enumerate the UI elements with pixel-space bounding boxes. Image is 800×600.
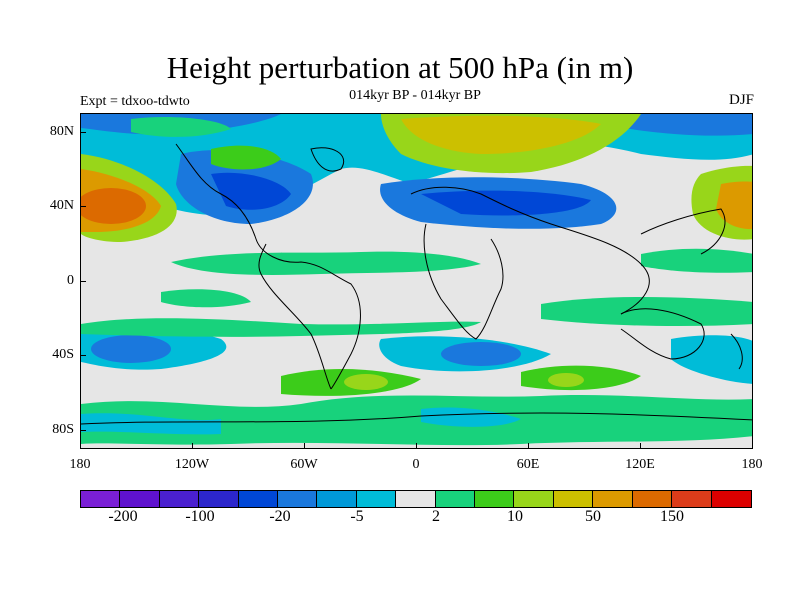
tropical-positive-band [171,251,481,275]
lat-tick [80,355,86,356]
arctic-atlantic-positive-core [401,115,601,154]
colorbar-swatch [475,491,515,507]
lon-tick [528,443,529,449]
colorbar [80,490,752,508]
south-atlantic-negative-core [441,342,521,366]
lon-tick [752,443,753,449]
lat-tick [80,132,86,133]
tasman-negative [671,335,752,384]
colorbar-swatch [81,491,121,507]
map-panel [80,113,753,449]
colorbar-swatch [120,491,160,507]
antarctic-negative-west [81,413,221,435]
lon-label-120w: 120W [174,457,210,472]
experiment-label: Expt = tdxoo-tdwto [80,94,190,109]
colorbar-label: 2 [432,508,440,525]
colorbar-label: -5 [350,508,364,525]
colorbar-label: 10 [507,508,523,525]
south-atlantic-core [344,374,388,390]
southern-ocean-positive-band [81,395,752,446]
map-title: Height perturbation at 500 hPa (in m) [166,50,634,85]
coastlines [81,143,752,425]
lon-tick [304,443,305,449]
lon-tick [640,443,641,449]
lon-label-0: 0 [412,457,420,472]
eurasia-low-core [421,190,591,216]
lon-label-180w: 180 [69,457,91,472]
colorbar-swatch [514,491,554,507]
colorbar-swatch [672,491,712,507]
lon-tick [416,443,417,449]
colorbar-swatch [632,491,673,507]
colorbar-label: 150 [660,508,684,525]
lon-label-60w: 60W [290,457,318,472]
colorbar-swatch [278,491,318,507]
east-pacific-positive [161,289,251,308]
south-indian-core [548,373,584,387]
map-subtitle: 014kyr BP - 014kyr BP [349,88,481,103]
west-pacific-tropical-positive [641,248,752,273]
arctic-canada-positive [131,117,231,137]
arctic-siberia-negative [601,114,752,136]
lat-label-80s: 80S [52,422,74,437]
colorbar-swatch [553,491,594,507]
south-pacific-negative-core [91,335,171,363]
colorbar-swatch [435,491,476,507]
lat-tick [80,206,86,207]
colorbar-swatch [317,491,357,507]
lon-label-60e: 60E [516,457,540,472]
colorbar-swatch [356,491,397,507]
lon-label-180e: 180 [741,457,763,472]
height-anomaly-field [81,114,752,448]
colorbar-swatch [159,491,200,507]
colorbar-label: 50 [585,508,601,525]
colorbar-label: -200 [108,508,138,525]
subtropical-south-positive [81,318,481,337]
hudson-bay-positive [211,145,281,170]
lon-label-120e: 120E [625,457,655,472]
lon-tick [192,443,193,449]
colorbar-swatch [238,491,279,507]
colorbar-label: -100 [185,508,215,525]
lat-tick [80,430,86,431]
lat-tick [80,281,86,282]
antarctic-negative-atlantic [421,407,521,427]
season-label: DJF [728,92,754,108]
lon-tick [80,443,81,449]
colorbar-swatch [593,491,633,507]
lat-label-80n: 80N [49,124,74,139]
lat-label-40s: 40S [52,347,74,362]
colorbar-label: -20 [269,508,291,525]
colorbar-swatch [711,491,751,507]
south-indian-subtropical-positive [541,297,752,327]
colorbar-swatch [396,491,436,507]
north-pacific-high-core [81,188,146,224]
lat-label-eq: 0 [67,273,74,288]
colorbar-swatch [199,491,239,507]
lat-label-40n: 40N [49,198,74,213]
